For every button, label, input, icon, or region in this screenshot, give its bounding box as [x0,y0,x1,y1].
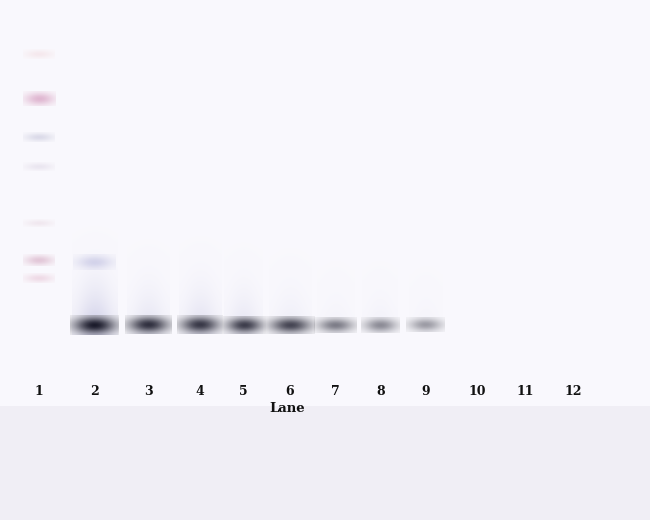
Text: 10: 10 [469,385,486,397]
Bar [0,0,650,406]
Text: 9: 9 [421,385,430,397]
Text: 3: 3 [144,385,153,397]
Text: 6: 6 [285,385,294,397]
Text: Lane: Lane [270,401,305,415]
Text: 4: 4 [196,385,205,397]
Text: 12: 12 [565,385,582,397]
Text: 11: 11 [517,385,534,397]
Text: 1: 1 [34,385,44,397]
Text: 7: 7 [331,385,340,397]
Text: 5: 5 [239,385,248,397]
Text: 8: 8 [376,385,385,397]
Text: 2: 2 [90,385,99,397]
